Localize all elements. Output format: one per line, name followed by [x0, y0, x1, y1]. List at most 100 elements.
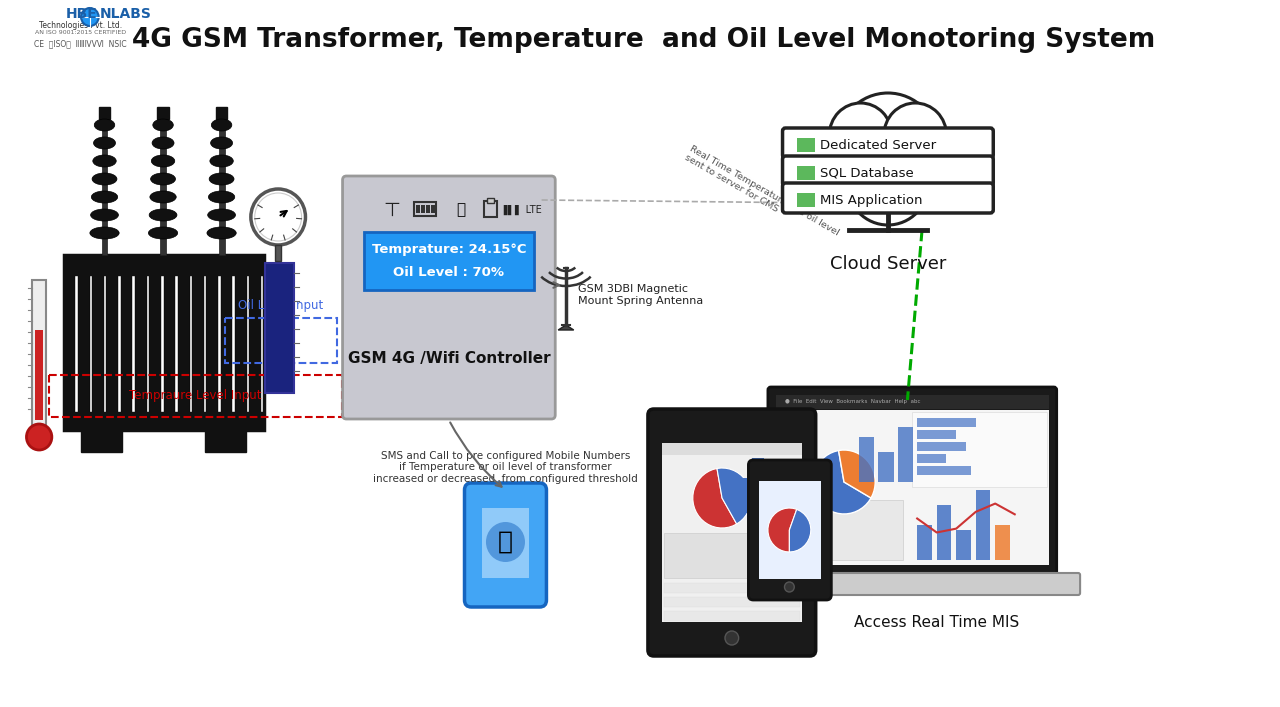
Ellipse shape: [151, 173, 175, 185]
Bar: [781, 500, 902, 560]
Bar: [759, 481, 820, 579]
Ellipse shape: [92, 173, 116, 185]
Bar: [662, 443, 803, 455]
Bar: [753, 458, 764, 513]
FancyBboxPatch shape: [782, 183, 993, 213]
Bar: [106, 273, 118, 418]
Bar: [160, 115, 166, 255]
Ellipse shape: [150, 191, 177, 203]
Circle shape: [251, 189, 306, 245]
Text: ▐▌▌ LTE: ▐▌▌ LTE: [499, 205, 541, 215]
FancyBboxPatch shape: [648, 409, 815, 656]
Bar: [430, 205, 434, 213]
Ellipse shape: [91, 191, 118, 203]
Bar: [206, 273, 218, 418]
Text: Cloud Server: Cloud Server: [829, 255, 946, 273]
Bar: [737, 478, 749, 513]
FancyBboxPatch shape: [465, 483, 547, 607]
Text: Oil Level Input: Oil Level Input: [238, 299, 324, 312]
Bar: [918, 430, 956, 439]
Circle shape: [847, 141, 929, 225]
Bar: [768, 488, 780, 513]
Bar: [663, 533, 800, 578]
Bar: [64, 412, 264, 430]
Ellipse shape: [210, 155, 233, 167]
Text: Real Time Temperature and oil level
sent to server for CMS: Real Time Temperature and oil level sent…: [684, 144, 841, 246]
Circle shape: [255, 193, 302, 241]
Bar: [413, 202, 435, 216]
Bar: [797, 138, 815, 152]
Bar: [78, 273, 90, 418]
Ellipse shape: [211, 137, 233, 149]
Polygon shape: [813, 450, 872, 514]
Text: GSM 3DBI Magnetic
Mount Spring Antenna: GSM 3DBI Magnetic Mount Spring Antenna: [577, 284, 703, 306]
Bar: [192, 273, 204, 418]
Bar: [878, 452, 893, 482]
Bar: [859, 437, 874, 482]
Bar: [64, 255, 264, 430]
Text: Oil Level : 70%: Oil Level : 70%: [393, 266, 504, 279]
FancyBboxPatch shape: [768, 387, 1057, 578]
Bar: [663, 611, 800, 621]
Bar: [913, 412, 1047, 487]
Bar: [36, 330, 44, 420]
Bar: [99, 107, 110, 119]
FancyBboxPatch shape: [782, 156, 993, 186]
Circle shape: [806, 128, 876, 198]
Text: SMS and Call to pre configured Mobile Numbers
if Temperature or oil level of tra: SMS and Call to pre configured Mobile Nu…: [372, 451, 637, 484]
Bar: [275, 245, 282, 261]
Ellipse shape: [150, 209, 177, 221]
Circle shape: [829, 103, 892, 167]
Bar: [220, 273, 233, 418]
Polygon shape: [768, 508, 796, 552]
Polygon shape: [717, 468, 751, 524]
Bar: [663, 597, 800, 607]
Ellipse shape: [207, 209, 236, 221]
Bar: [937, 505, 951, 560]
Text: Temprature: 24.15°C: Temprature: 24.15°C: [371, 243, 526, 257]
Bar: [776, 410, 1048, 565]
Bar: [120, 273, 132, 418]
Ellipse shape: [209, 191, 234, 203]
Bar: [484, 201, 498, 217]
Circle shape: [795, 155, 844, 205]
Bar: [101, 115, 108, 255]
Circle shape: [486, 522, 525, 562]
Text: Technologies Pvt. Ltd.: Technologies Pvt. Ltd.: [38, 21, 122, 30]
Text: ●  File  Edit  View  Bookmarks  Navbar  Help  abc: ● File Edit View Bookmarks Navbar Help a…: [786, 399, 922, 404]
Text: 4G GSM Transformer, Temperature  and Oil Level Monotoring System: 4G GSM Transformer, Temperature and Oil …: [132, 27, 1156, 53]
Text: SQL Database: SQL Database: [819, 167, 914, 180]
Text: AN ISO 9001:2015 CERTIFIED: AN ISO 9001:2015 CERTIFIED: [35, 30, 125, 35]
Bar: [364, 232, 534, 290]
Bar: [975, 490, 991, 560]
Polygon shape: [692, 469, 737, 528]
Ellipse shape: [93, 155, 116, 167]
Bar: [897, 427, 913, 482]
Text: NLABS: NLABS: [100, 7, 151, 21]
Polygon shape: [558, 325, 573, 330]
Bar: [483, 508, 529, 578]
Text: Tempraure Level Input: Tempraure Level Input: [129, 389, 261, 402]
Ellipse shape: [90, 227, 119, 239]
Bar: [918, 525, 932, 560]
Bar: [64, 255, 264, 275]
Text: 📞: 📞: [498, 530, 513, 554]
FancyBboxPatch shape: [749, 460, 831, 600]
Circle shape: [901, 128, 969, 198]
Bar: [250, 273, 261, 418]
Circle shape: [884, 103, 946, 167]
Bar: [416, 205, 420, 213]
Bar: [205, 430, 246, 452]
Circle shape: [837, 93, 938, 197]
Bar: [219, 115, 224, 255]
Bar: [265, 263, 294, 393]
Bar: [64, 273, 76, 418]
Ellipse shape: [151, 155, 175, 167]
Circle shape: [27, 424, 51, 450]
Text: ⊤: ⊤: [383, 201, 401, 219]
Text: CE  ⒲ISO⒲  ⅡⅢⅣⅤⅥ  NSIC: CE ⒲ISO⒲ ⅡⅢⅣⅤⅥ NSIC: [33, 40, 127, 49]
Bar: [819, 135, 956, 205]
Circle shape: [724, 631, 739, 645]
Bar: [797, 193, 815, 207]
Text: MIS Application: MIS Application: [819, 194, 922, 207]
